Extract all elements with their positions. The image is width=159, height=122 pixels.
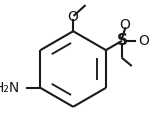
Text: O: O [138, 34, 149, 48]
Text: O: O [120, 18, 131, 32]
Text: S: S [117, 33, 128, 48]
Text: O: O [68, 10, 79, 24]
Text: H₂N: H₂N [0, 81, 20, 95]
